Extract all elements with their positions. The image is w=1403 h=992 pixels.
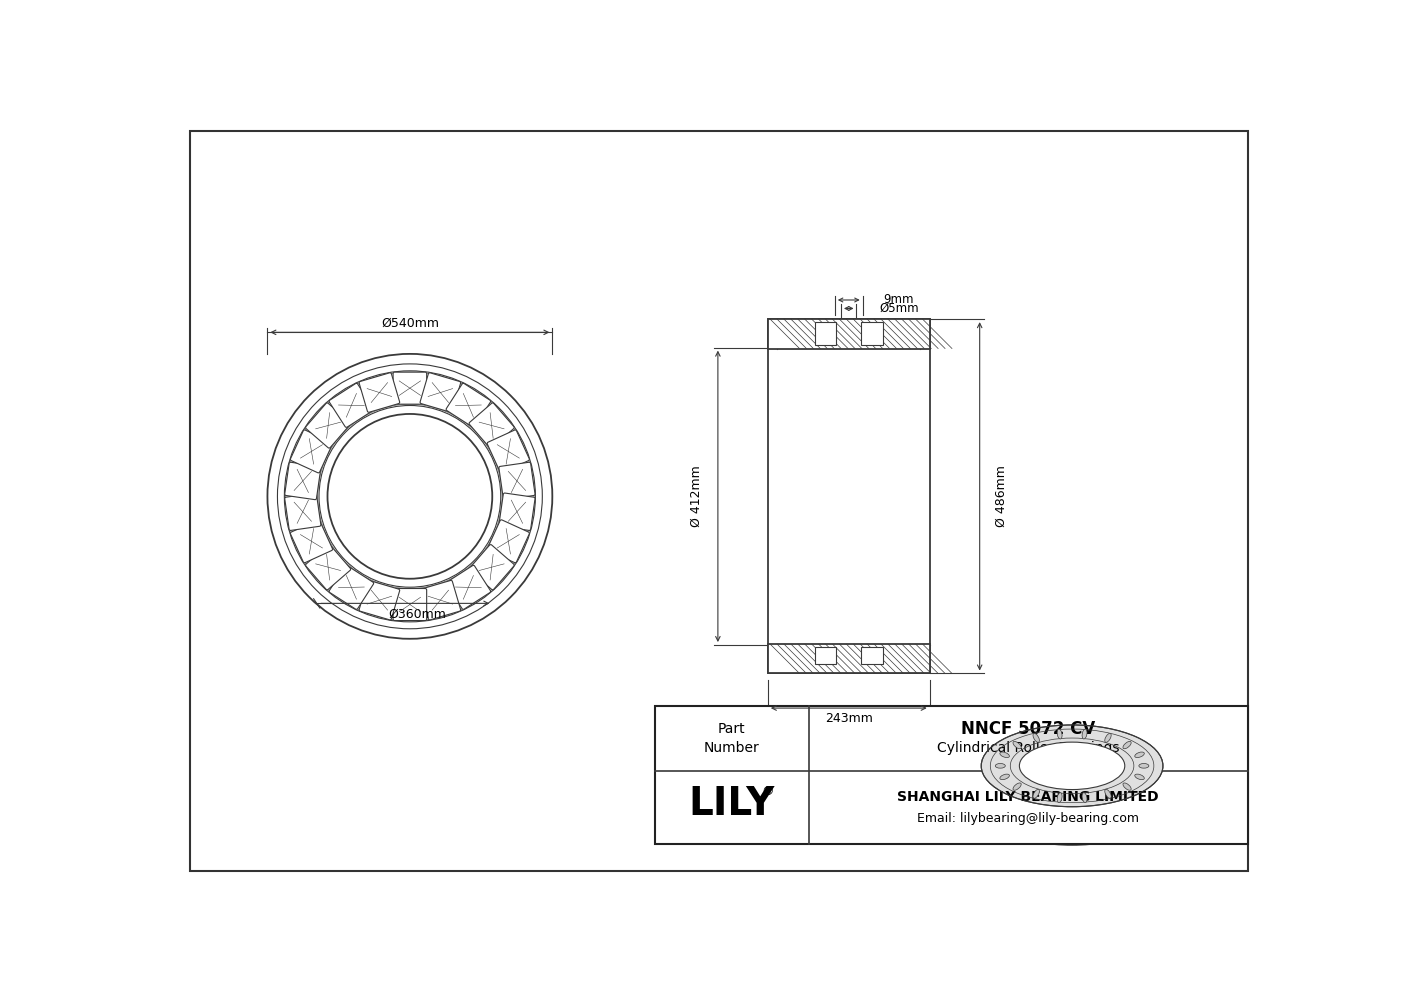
- Ellipse shape: [1104, 733, 1111, 742]
- Bar: [815, 322, 836, 345]
- Text: Ø 486mm: Ø 486mm: [995, 465, 1007, 528]
- Text: Ø5mm: Ø5mm: [880, 302, 919, 315]
- Ellipse shape: [1013, 741, 1021, 749]
- Bar: [767, 644, 930, 674]
- Ellipse shape: [1122, 783, 1131, 791]
- Bar: [861, 647, 882, 665]
- Ellipse shape: [1082, 793, 1087, 803]
- FancyBboxPatch shape: [469, 403, 515, 448]
- FancyBboxPatch shape: [393, 588, 427, 621]
- Ellipse shape: [1033, 733, 1040, 742]
- Ellipse shape: [1000, 752, 1009, 758]
- Ellipse shape: [1000, 774, 1009, 780]
- Text: 243mm: 243mm: [825, 712, 873, 725]
- Bar: [861, 322, 882, 345]
- FancyBboxPatch shape: [419, 373, 460, 413]
- Bar: [767, 319, 930, 674]
- FancyBboxPatch shape: [290, 520, 333, 562]
- Ellipse shape: [1020, 781, 1125, 828]
- Ellipse shape: [1013, 783, 1021, 791]
- FancyBboxPatch shape: [499, 462, 535, 500]
- Text: SHANGHAI LILY BEARING LIMITED: SHANGHAI LILY BEARING LIMITED: [898, 790, 1159, 804]
- FancyBboxPatch shape: [359, 580, 400, 620]
- Ellipse shape: [981, 725, 1163, 806]
- Ellipse shape: [1058, 793, 1062, 803]
- Ellipse shape: [1033, 790, 1040, 799]
- FancyBboxPatch shape: [359, 373, 400, 413]
- FancyBboxPatch shape: [419, 580, 460, 620]
- Text: Part
Number: Part Number: [704, 722, 759, 755]
- Text: Ø 412mm: Ø 412mm: [690, 465, 703, 527]
- Bar: [655, 705, 1247, 844]
- Text: Ø540mm: Ø540mm: [380, 316, 439, 329]
- Ellipse shape: [1058, 729, 1062, 739]
- FancyBboxPatch shape: [469, 545, 515, 590]
- Text: LILY: LILY: [689, 785, 774, 823]
- FancyBboxPatch shape: [393, 372, 427, 404]
- FancyBboxPatch shape: [446, 383, 491, 428]
- FancyBboxPatch shape: [446, 565, 491, 609]
- Ellipse shape: [1020, 742, 1125, 790]
- Text: ®: ®: [762, 786, 774, 799]
- FancyBboxPatch shape: [290, 430, 333, 473]
- Ellipse shape: [1135, 774, 1145, 780]
- Text: NNCF 5072 CV: NNCF 5072 CV: [961, 719, 1096, 738]
- Bar: [815, 647, 836, 665]
- FancyBboxPatch shape: [306, 545, 351, 590]
- Ellipse shape: [981, 764, 1163, 845]
- FancyBboxPatch shape: [285, 493, 321, 531]
- Ellipse shape: [1139, 764, 1149, 768]
- Ellipse shape: [1135, 752, 1145, 758]
- Text: Ø360mm: Ø360mm: [389, 608, 446, 621]
- FancyBboxPatch shape: [306, 403, 351, 448]
- Polygon shape: [981, 766, 1163, 805]
- Text: Cylindrical Roller Bearings: Cylindrical Roller Bearings: [937, 741, 1120, 755]
- FancyBboxPatch shape: [499, 493, 535, 531]
- FancyBboxPatch shape: [330, 565, 373, 609]
- Text: Email: lilybearing@lily-bearing.com: Email: lilybearing@lily-bearing.com: [918, 812, 1139, 825]
- FancyBboxPatch shape: [285, 462, 321, 500]
- Ellipse shape: [995, 764, 1006, 768]
- FancyBboxPatch shape: [330, 383, 373, 428]
- FancyBboxPatch shape: [487, 520, 529, 562]
- Ellipse shape: [1082, 729, 1087, 739]
- Bar: [767, 319, 930, 348]
- Text: 9mm: 9mm: [884, 294, 915, 307]
- Ellipse shape: [1122, 741, 1131, 749]
- FancyBboxPatch shape: [487, 430, 529, 473]
- Ellipse shape: [1104, 790, 1111, 799]
